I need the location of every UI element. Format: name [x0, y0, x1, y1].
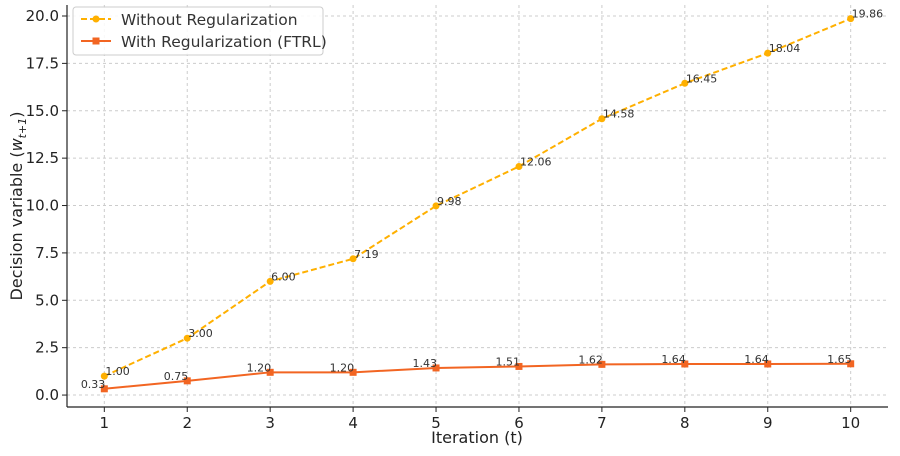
data-label: 12.06	[520, 155, 552, 168]
y-tick-label: 0.0	[35, 386, 59, 404]
data-label: 0.75	[164, 370, 189, 383]
data-point	[515, 362, 523, 370]
y-tick-label: 17.5	[26, 54, 59, 72]
data-label: 1.65	[827, 353, 852, 366]
x-axis-title: Iteration (t)	[431, 428, 523, 447]
x-tick-label: 9	[763, 414, 773, 432]
y-tick-label: 15.0	[26, 102, 59, 120]
data-label: 3.00	[188, 327, 213, 340]
legend-marker-with	[92, 37, 100, 45]
x-tick-label: 3	[265, 414, 275, 432]
data-label: 1.62	[578, 353, 603, 366]
data-label: 14.58	[603, 108, 635, 121]
x-tick-label: 6	[514, 414, 524, 432]
x-tick-label: 2	[182, 414, 192, 432]
y-tick-label: 5.0	[35, 291, 59, 309]
data-point	[598, 115, 606, 123]
data-point	[266, 368, 274, 376]
data-point	[847, 360, 855, 368]
x-tick-label: 7	[597, 414, 607, 432]
data-label: 7.19	[354, 248, 379, 261]
data-point	[100, 385, 108, 393]
legend: Without Regularization With Regularizati…	[72, 6, 327, 56]
data-point	[681, 79, 689, 87]
data-label: 9.98	[437, 195, 462, 208]
data-point	[349, 255, 357, 263]
x-tick-label: 5	[431, 414, 441, 432]
data-point	[681, 360, 689, 368]
data-label: 6.00	[271, 270, 296, 283]
data-point	[266, 277, 274, 285]
x-tick-label: 10	[841, 414, 860, 432]
x-tick-label: 4	[348, 414, 358, 432]
data-point	[764, 360, 772, 368]
data-label: 1.51	[495, 355, 520, 368]
data-label: 1.64	[744, 353, 769, 366]
data-label: 1.00	[105, 365, 129, 378]
legend-label-without: Without Regularization	[121, 11, 298, 29]
grid	[67, 5, 888, 407]
y-tick-label: 10.0	[26, 197, 59, 215]
legend-marker-without	[92, 15, 100, 23]
y-tick-label: 12.5	[26, 149, 59, 167]
data-point	[764, 49, 772, 57]
y-tick-label: 7.5	[35, 244, 59, 262]
legend-label-with: With Regularization (FTRL)	[121, 33, 327, 51]
series-layer: 1.00 3.00 6.00 7.19 9.98 12.06 14.58 16.45 18.04…	[81, 8, 883, 393]
data-point	[847, 15, 855, 23]
data-label: 18.04	[769, 42, 801, 55]
legend-box	[72, 6, 324, 56]
data-label: 1.43	[413, 357, 438, 370]
data-point	[432, 364, 440, 372]
y-axis-title: Decision variable (wt+1)	[7, 112, 29, 301]
y-tick-label: 20.0	[26, 7, 59, 25]
series-line-1	[104, 362, 851, 390]
data-label: 16.45	[686, 72, 718, 85]
ticks: 1 2 3 4 5 6 7 8 9 10 0.0 2.5 5.0 7.5 10.0 12.5 15.0 17.5 2…	[26, 7, 861, 432]
data-point	[183, 334, 191, 342]
y-tick-label: 2.5	[35, 339, 59, 357]
data-label: 0.33	[81, 378, 106, 391]
data-point	[432, 202, 440, 210]
x-tick-label: 1	[100, 414, 110, 432]
data-point	[100, 372, 108, 380]
data-point	[598, 360, 606, 368]
data-point	[515, 162, 523, 170]
data-label: 1.20	[247, 361, 272, 374]
data-point	[183, 377, 191, 385]
x-tick-label: 8	[680, 414, 690, 432]
data-label: 1.64	[661, 353, 686, 366]
data-label: 1.20	[330, 361, 355, 374]
series-line-0	[103, 17, 852, 378]
data-label: 19.86	[852, 8, 884, 21]
data-point	[349, 368, 357, 376]
